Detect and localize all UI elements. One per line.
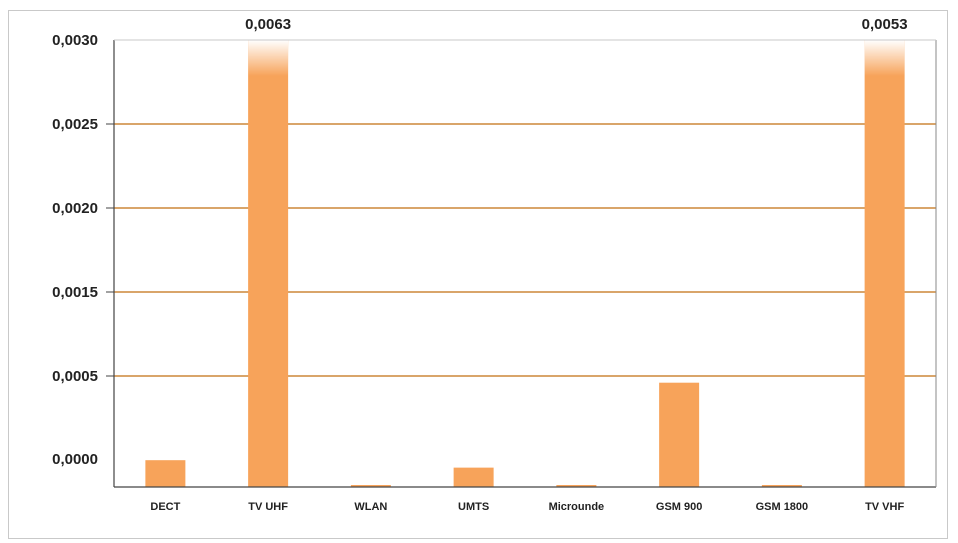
x-tick-label: GSM 900 xyxy=(656,501,702,513)
bar-overflow-fade xyxy=(248,40,289,76)
bar-umts xyxy=(453,467,494,487)
x-tick-label: TV VHF xyxy=(865,501,904,513)
y-tick-label: 0,0000 xyxy=(52,451,98,468)
bar-data-label: 0,0063 xyxy=(245,16,291,33)
bar-gsm-1800 xyxy=(761,485,802,487)
bar-wlan xyxy=(350,485,391,487)
y-tick-labels: 0,0030 0,0025 0,0020 0,0015 0,0005 0,0000 xyxy=(52,32,98,468)
y-tick-label: 0,0005 xyxy=(52,368,98,385)
bar-data-label: 0,0053 xyxy=(862,16,908,33)
y-tick-label: 0,0030 xyxy=(52,32,98,49)
bar-tv-vhf xyxy=(864,40,905,487)
bar-dect xyxy=(145,460,186,487)
gridlines xyxy=(106,123,936,377)
x-tick-label: Microunde xyxy=(549,501,605,513)
x-tick-labels: DECT TV UHF WLAN UMTS Microunde GSM 900 GSM 18… xyxy=(150,501,904,513)
axes xyxy=(113,39,937,488)
x-tick-label: TV UHF xyxy=(248,501,288,513)
bar-tv-uhf xyxy=(248,40,289,487)
x-tick-label: WLAN xyxy=(354,501,387,513)
y-tick-label: 0,0020 xyxy=(52,200,98,217)
bar-gsm-900 xyxy=(659,382,700,487)
y-tick-label: 0,0015 xyxy=(52,284,98,301)
bar-overflow-fade xyxy=(864,40,905,76)
data-labels: 0,0063 0,0053 xyxy=(245,16,907,33)
y-tick-label: 0,0025 xyxy=(52,116,98,133)
x-tick-label: DECT xyxy=(150,501,180,513)
bar-microunde xyxy=(556,485,597,487)
x-tick-label: UMTS xyxy=(458,501,489,513)
chart-frame xyxy=(8,10,948,539)
bars xyxy=(145,40,905,487)
x-tick-label: GSM 1800 xyxy=(756,501,809,513)
